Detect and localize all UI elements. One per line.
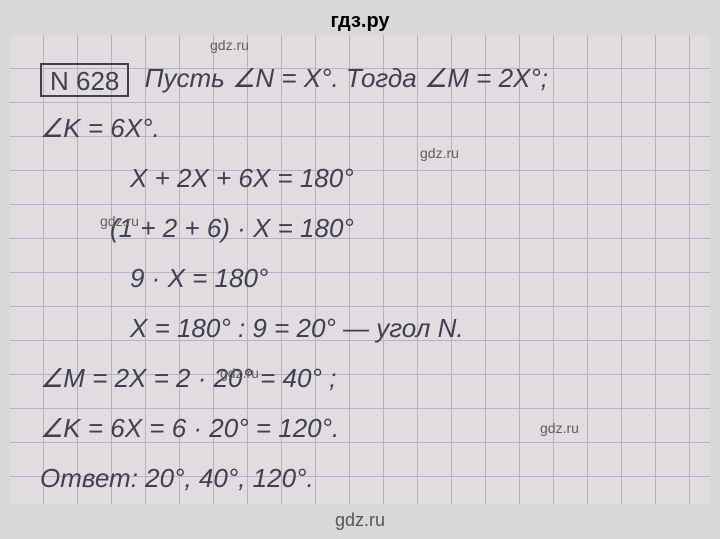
line-8: ∠K = 6X = 6 · 20° = 120°. — [40, 403, 690, 453]
footer-watermark: gdz.ru — [335, 510, 385, 531]
graph-paper: gdz.ru gdz.ru gdz.ru gdz.ru gdz.ru N 628… — [10, 35, 710, 504]
watermark-small-5: gdz.ru — [540, 420, 579, 436]
watermark-small-4: gdz.ru — [220, 365, 259, 381]
header-watermark: гдз.ру — [330, 10, 389, 33]
problem-number-box: N 628 — [40, 63, 129, 97]
line-1-text: Пусть ∠N = X°. Тогда ∠M = 2X°; — [145, 63, 548, 93]
watermark-small-1: gdz.ru — [210, 37, 249, 53]
line-3: X + 2X + 6X = 180° — [40, 153, 690, 203]
line-9: Ответ: 20°, 40°, 120°. — [40, 453, 690, 503]
line-1: N 628 Пусть ∠N = X°. Тогда ∠M = 2X°; — [40, 53, 690, 103]
line-5: 9 · X = 180° — [40, 253, 690, 303]
watermark-small-3: gdz.ru — [100, 213, 139, 229]
line-2: ∠K = 6X°. — [40, 103, 690, 153]
line-6: X = 180° : 9 = 20° — угол N. — [40, 303, 690, 353]
line-7: ∠M = 2X = 2 · 20° = 40° ; — [40, 353, 690, 403]
watermark-small-2: gdz.ru — [420, 145, 459, 161]
